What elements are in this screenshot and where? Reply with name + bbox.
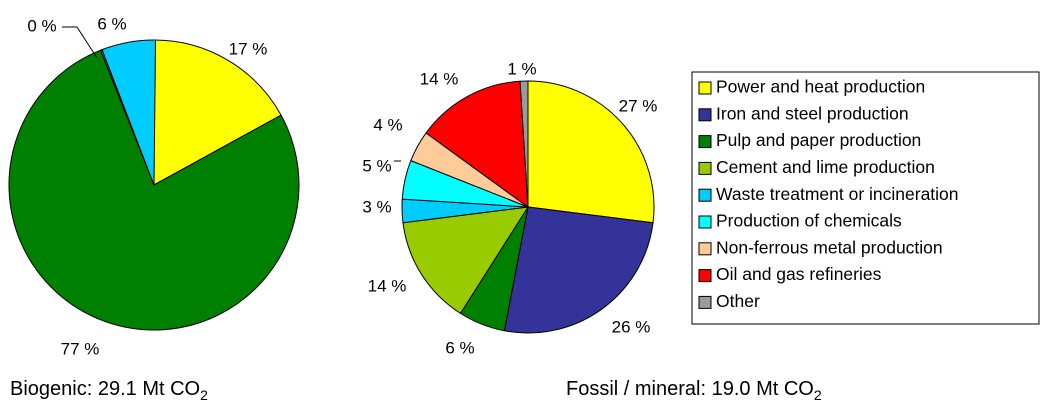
legend-entry-label: Pulp and paper production xyxy=(716,130,921,150)
legend-swatch xyxy=(698,215,712,229)
fossil-slice-label: 3 % xyxy=(362,197,391,216)
fossil-slice-label: 26 % xyxy=(612,317,651,336)
fossil-slice-label: 14 % xyxy=(420,69,459,88)
biogenic-slice-label: 6 % xyxy=(97,14,126,33)
legend-entry-label: Iron and steel production xyxy=(716,103,909,123)
legend-entry-label: Other xyxy=(716,291,760,311)
fossil-slice-label: 5 % xyxy=(362,156,391,175)
biogenic-leader-line xyxy=(62,26,98,59)
fossil-slice-power-and-heat-production xyxy=(527,80,655,224)
legend-swatch xyxy=(698,242,712,256)
biogenic-slice-waste-treatment-or-incineration xyxy=(101,39,157,186)
fossil-slice-label: 4 % xyxy=(373,115,402,134)
biogenic-pie-chart: 17 % 77 % 0 % 6 % xyxy=(8,14,300,358)
legend-swatch xyxy=(698,269,712,283)
legend-swatch xyxy=(698,161,712,175)
fossil-pie-chart: 27 % 26 % 6 % 14 % 3 % 5 % 4 % 14 % 1 % xyxy=(362,59,657,357)
fossil-slice-label: 6 % xyxy=(445,338,474,357)
legend: Power and heat production Iron and steel … xyxy=(691,71,1040,325)
fossil-slice-other xyxy=(519,80,529,208)
fossil-slice-cement-and-lime-production xyxy=(402,206,529,314)
legend-swatch xyxy=(698,135,712,149)
fossil-slice-iron-and-steel-production xyxy=(503,206,654,334)
legend-entry-label: Waste treatment or incineration xyxy=(716,184,959,204)
legend-swatch xyxy=(698,295,712,309)
fossil-caption: Fossil / mineral: 19.0 Mt CO2 xyxy=(566,378,822,403)
biogenic-slice-label: 0 % xyxy=(27,16,56,35)
fossil-slice-oil-and-gas-refineries xyxy=(425,80,529,208)
biogenic-caption: Biogenic: 29.1 Mt CO2 xyxy=(10,378,208,403)
fossil-slice-label: 1 % xyxy=(507,59,536,78)
legend-entry-label: Power and heat production xyxy=(716,77,925,97)
biogenic-slice-label: 17 % xyxy=(229,39,268,58)
legend-swatch xyxy=(698,81,712,95)
legend-box xyxy=(691,71,1040,325)
biogenic-slice-pulp-and-paper-production xyxy=(8,49,300,331)
legend-entry-label: Production of chemicals xyxy=(716,211,902,231)
legend-entry-label: Cement and lime production xyxy=(716,157,935,177)
fossil-slice-label: 27 % xyxy=(619,96,658,115)
fossil-slice-label: 14 % xyxy=(368,276,407,295)
legend-entry-label: Oil and gas refineries xyxy=(716,264,882,284)
legend-entry-label: Non-ferrous metal production xyxy=(716,237,943,257)
biogenic-slice-power-and-heat-production xyxy=(153,39,282,186)
legend-swatch xyxy=(698,108,712,122)
biogenic-slice-label: 77 % xyxy=(61,339,100,358)
legend-swatch xyxy=(698,188,712,202)
